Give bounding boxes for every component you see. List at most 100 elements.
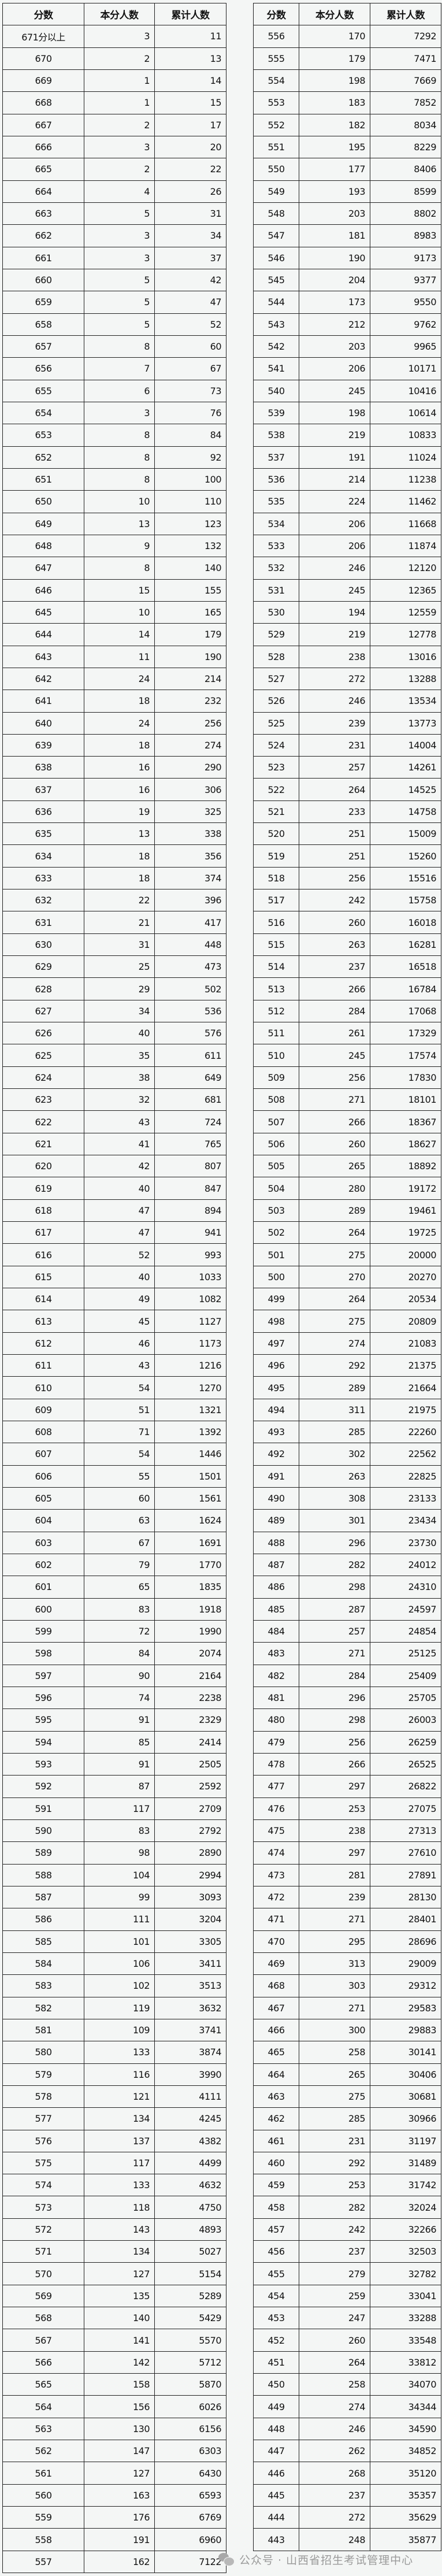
count-cell: 3: [84, 25, 155, 48]
score-cell: 610: [2, 1376, 84, 1399]
count-cell: 300: [299, 2018, 370, 2042]
table-row: 544 173 9550: [253, 291, 441, 314]
score-cell: 574: [2, 2174, 84, 2197]
table-row: 577 134 4245: [2, 2107, 226, 2130]
count-cell: 203: [299, 202, 370, 225]
count-cell: 258: [299, 2373, 370, 2396]
count-cell: 98: [84, 1841, 155, 1865]
cumulative-cell: 8802: [370, 202, 441, 225]
cumulative-cell: 32266: [370, 2218, 441, 2241]
cumulative-cell: 10614: [370, 401, 441, 425]
table-row: 475 238 27313: [253, 1819, 441, 1843]
header-count: 本分人数: [84, 2, 155, 26]
count-cell: 265: [299, 1155, 370, 1178]
count-cell: 24: [84, 711, 155, 735]
table-row: 609 51 1321: [2, 1398, 226, 1422]
count-cell: 242: [299, 2218, 370, 2241]
table-row: 660 5 42: [2, 268, 226, 292]
table-row: 656 7 67: [2, 357, 226, 380]
cumulative-cell: 993: [154, 1243, 226, 1266]
count-cell: 274: [299, 1332, 370, 1355]
table-row: 619 40 847: [2, 1177, 226, 1200]
cumulative-cell: 32024: [370, 2196, 441, 2219]
score-cell: 532: [253, 557, 299, 580]
cumulative-cell: 1033: [154, 1265, 226, 1289]
score-cell: 533: [253, 534, 299, 558]
score-cell: 650: [2, 490, 84, 513]
table-row: 601 65 1835: [2, 1576, 226, 1599]
cumulative-cell: 9762: [370, 313, 441, 336]
cumulative-cell: 7669: [370, 69, 441, 92]
cumulative-cell: 6430: [154, 2462, 226, 2485]
score-cell: 571: [2, 2240, 84, 2263]
count-cell: 3: [84, 246, 155, 269]
table-row: 607 54 1446: [2, 1443, 226, 1466]
cumulative-cell: 18367: [370, 1110, 441, 1133]
table-row: 557 162 7122: [2, 2550, 226, 2574]
count-cell: 87: [84, 1775, 155, 1798]
count-cell: 130: [84, 2417, 155, 2441]
table-row: 529 219 12778: [253, 623, 441, 646]
score-cell: 578: [2, 2085, 84, 2108]
cumulative-cell: 5289: [154, 2284, 226, 2308]
cumulative-cell: 18101: [370, 1088, 441, 1111]
cumulative-cell: 29312: [370, 1974, 441, 1997]
cumulative-cell: 11668: [370, 512, 441, 535]
score-cell: 453: [253, 2307, 299, 2330]
count-cell: 177: [299, 158, 370, 181]
cumulative-cell: 12559: [370, 601, 441, 624]
score-cell: 598: [2, 1642, 84, 1665]
cumulative-cell: 2164: [154, 1664, 226, 1687]
score-cell: 655: [2, 379, 84, 402]
score-cell: 521: [253, 800, 299, 824]
score-cell: 608: [2, 1420, 84, 1444]
score-cell: 656: [2, 357, 84, 380]
table-row: 524 231 14004: [253, 733, 441, 757]
score-cell: 561: [2, 2462, 84, 2485]
count-cell: 296: [299, 1686, 370, 1710]
cumulative-cell: 100: [154, 468, 226, 491]
table-row: 465 258 30141: [253, 2041, 441, 2064]
count-cell: 118: [84, 2196, 155, 2219]
score-cell: 531: [253, 579, 299, 602]
score-cell: 528: [253, 645, 299, 668]
score-cell: 509: [253, 1066, 299, 1089]
count-cell: 43: [84, 1110, 155, 1133]
cumulative-cell: 1561: [154, 1487, 226, 1510]
header-count: 本分人数: [299, 2, 370, 26]
cumulative-cell: 847: [154, 1177, 226, 1200]
count-cell: 295: [299, 1930, 370, 1953]
score-cell: 484: [253, 1619, 299, 1643]
table-row: 453 247 33288: [253, 2307, 441, 2330]
score-cell: 606: [2, 1465, 84, 1488]
count-cell: 133: [84, 2174, 155, 2197]
count-cell: 85: [84, 1730, 155, 1754]
score-cell: 506: [253, 1132, 299, 1156]
count-cell: 10: [84, 490, 155, 513]
score-cell: 553: [253, 91, 299, 114]
count-cell: 42: [84, 1155, 155, 1178]
cumulative-cell: 17830: [370, 1066, 441, 1089]
table-row: 449 274 34344: [253, 2395, 441, 2418]
count-cell: 311: [299, 1398, 370, 1422]
score-cell: 584: [2, 1952, 84, 1975]
count-cell: 8: [84, 335, 155, 358]
score-cell: 600: [2, 1598, 84, 1621]
cumulative-cell: 35357: [370, 2484, 441, 2507]
table-row: 553 183 7852: [253, 91, 441, 114]
score-cell: 634: [2, 844, 84, 868]
cumulative-cell: 11238: [370, 468, 441, 491]
cumulative-cell: 9377: [370, 268, 441, 292]
score-cell: 452: [253, 2329, 299, 2352]
score-cell: 461: [253, 2129, 299, 2152]
table-row: 593 91 2505: [2, 1752, 226, 1776]
score-cell: 625: [2, 1044, 84, 1067]
table-row: 663 5 31: [2, 202, 226, 225]
watermark-text: 公众号 · 山西省招生考试管理中心: [239, 2553, 414, 2567]
score-cell: 549: [253, 180, 299, 203]
cumulative-cell: 4111: [154, 2085, 226, 2108]
cumulative-cell: 3874: [154, 2041, 226, 2064]
cumulative-cell: 4245: [154, 2107, 226, 2130]
table-row: 522 264 14525: [253, 778, 441, 801]
cumulative-cell: 6026: [154, 2395, 226, 2418]
